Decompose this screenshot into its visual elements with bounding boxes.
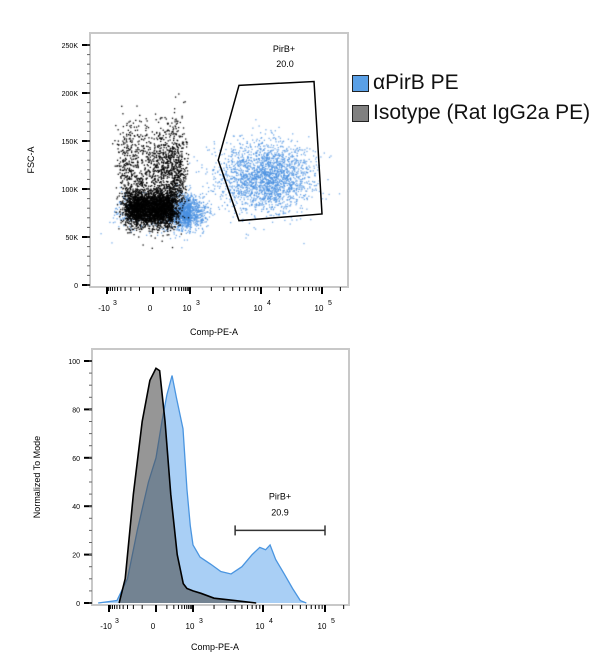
legend-item-apirb: αPirB PE [352, 68, 590, 98]
top-xlabel: Comp-PE-A [190, 327, 238, 337]
bottom-x-tick-exp: 3 [199, 618, 203, 625]
histogram-frame [91, 348, 350, 606]
histogram-line-1 [118, 367, 257, 604]
top-x-tick-label: 0 [148, 304, 153, 313]
top-x-tick-exp: 4 [267, 300, 271, 307]
top-y-tick-label: 200K [62, 91, 79, 98]
bottom-x-tick-label: 10 [186, 622, 195, 631]
legend: αPirB PE Isotype (Rat IgG2a PE) [352, 68, 590, 128]
top-x-tick-label: 10 [254, 304, 263, 313]
legend-label: αPirB PE [373, 71, 459, 94]
bottom-y-tick-label: 100 [68, 359, 80, 366]
bottom-y-tick-label: 0 [76, 601, 80, 608]
bottom-y-tick-label: 80 [72, 407, 80, 414]
bottom-x-tick-label: 0 [151, 622, 156, 631]
top-x-tick-label: 10 [183, 304, 192, 313]
top-x-tick-exp: 3 [113, 300, 117, 307]
top-y-tick-label: 150K [62, 139, 79, 146]
top-y-tick-label: 50K [66, 235, 79, 242]
bottom-x-tick-label: -10 [100, 622, 112, 631]
top-ylabel: FSC-A [26, 147, 36, 174]
bottom-xlabel: Comp-PE-A [191, 642, 239, 652]
legend-item-isotype: Isotype (Rat IgG2a PE) [352, 98, 590, 128]
bottom-x-tick-exp: 4 [269, 618, 273, 625]
bottom-x-tick-exp: 3 [115, 618, 119, 625]
top-x-tick-label: -10 [98, 304, 110, 313]
gate-name: PirB+ [273, 44, 295, 54]
bottom-y-tick-label: 20 [72, 553, 80, 560]
top-y-tick-label: 100K [62, 187, 79, 194]
bottom-x-tick-label: 10 [256, 622, 265, 631]
top-y-tick-label: 0 [74, 283, 78, 290]
top-x-tick-label: 10 [315, 304, 324, 313]
histogram-fill-1 [119, 368, 257, 603]
bottom-x-tick-label: 10 [318, 622, 327, 631]
legend-swatch-isotype [352, 104, 369, 122]
legend-label: Isotype (Rat IgG2a PE) [373, 101, 591, 124]
top-y-tick-label: 250K [62, 43, 79, 50]
gate-polygon [217, 80, 323, 222]
bottom-y-tick-label: 40 [72, 504, 80, 511]
top-x-tick-exp: 3 [196, 300, 200, 307]
bottom-ylabel: Normalized To Mode [32, 436, 42, 518]
hist-gate-name: PirB+ [269, 491, 291, 501]
gate-value: 20.0 [276, 59, 294, 69]
bottom-x-tick-exp: 5 [331, 618, 335, 625]
top-x-tick-exp: 5 [328, 300, 332, 307]
hist-gate-value: 20.9 [271, 507, 289, 517]
legend-swatch-apirb [352, 74, 369, 92]
bottom-y-tick-label: 60 [72, 456, 80, 463]
